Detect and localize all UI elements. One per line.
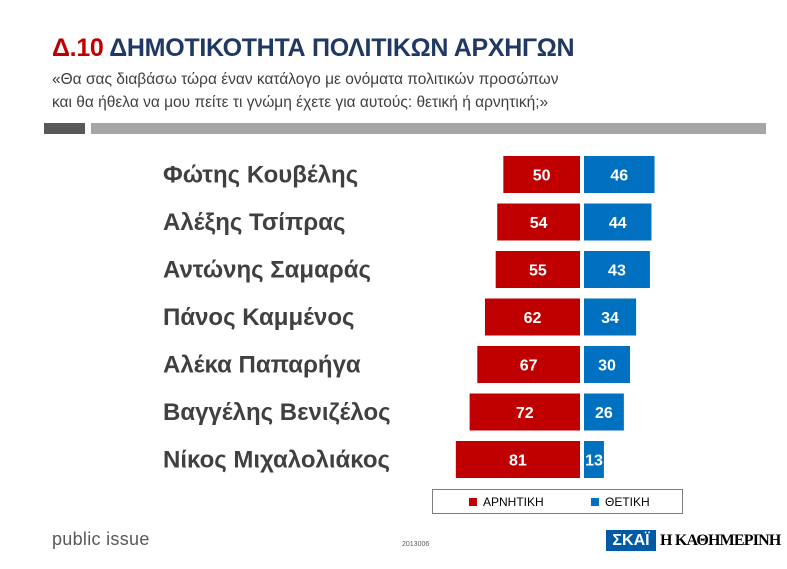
- legend-swatch-positive: [591, 498, 599, 506]
- header-rule-dark: [44, 123, 85, 134]
- category-label: Φώτης Κουβέλης: [163, 162, 358, 189]
- category-label: Πάνος Καμμένος: [163, 304, 354, 331]
- kathimerini-logo: Η ΚΑΘΗΜΕΡΙΝΗ: [660, 532, 781, 549]
- legend-swatch-negative: [469, 498, 477, 506]
- category-label: Νίκος Μιχαλολιάκος: [163, 447, 390, 474]
- legend-label-positive: ΘΕΤΙΚΗ: [605, 495, 650, 509]
- value-label-negative: 55: [529, 263, 547, 280]
- value-label-negative: 67: [520, 358, 538, 375]
- subtitle-line-1: «Θα σας διαβάσω τώρα έναν κατάλογο με ον…: [52, 71, 559, 88]
- bar-negative: [497, 203, 580, 241]
- bar-positive: [584, 156, 655, 193]
- subtitle-line-2: και θα ήθελα να μου πείτε τι γνώμη έχετε…: [52, 94, 549, 111]
- legend-item-negative: ΑΡΝΗΤΙΚΗ: [469, 495, 544, 509]
- public-issue-logo: public issue: [52, 529, 150, 549]
- value-label-negative: 72: [516, 405, 534, 422]
- bar-negative: [469, 393, 580, 431]
- category-label: Αλέκα Παπαρήγα: [163, 352, 361, 379]
- bar-negative: [455, 441, 580, 478]
- value-label-positive: 30: [598, 358, 616, 375]
- legend: ΑΡΝΗΤΙΚΗ ΘΕΤΙΚΗ: [432, 489, 683, 514]
- header-rule-light: [91, 123, 766, 134]
- bar-negative: [503, 156, 580, 193]
- bar-negative: [495, 251, 580, 288]
- bar-positive: [584, 251, 650, 288]
- value-label-positive: 44: [609, 215, 627, 232]
- legend-item-positive: ΘΕΤΙΚΗ: [591, 495, 650, 509]
- chart-subtitle: «Θα σας διαβάσω τώρα έναν κατάλογο με ον…: [52, 68, 752, 114]
- bar-positive: [584, 298, 637, 336]
- bar-negative: [484, 298, 580, 336]
- category-label: Βαγγέλης Βενιζέλος: [163, 399, 391, 426]
- bar-positive: [584, 346, 630, 383]
- value-label-negative: 81: [509, 453, 527, 470]
- value-label-positive: 46: [610, 168, 628, 185]
- legend-label-negative: ΑΡΝΗΤΙΚΗ: [483, 495, 544, 509]
- value-label-negative: 50: [533, 168, 551, 185]
- value-label-negative: 62: [524, 310, 542, 327]
- value-label-negative: 54: [530, 215, 548, 232]
- survey-code: 2013006: [402, 541, 430, 548]
- value-label-positive: 43: [608, 263, 626, 280]
- bar-positive: [584, 441, 604, 478]
- bar-positive: [584, 393, 624, 431]
- skai-logo: ΣΚΑΪ: [606, 530, 656, 551]
- value-label-positive: 13: [585, 453, 603, 470]
- value-label-positive: 34: [601, 310, 619, 327]
- question-code: Δ.10: [52, 34, 104, 62]
- title-text: ΔΗΜΟΤΙΚΟΤΗΤΑ ΠΟΛΙΤΙΚΩΝ ΑΡΧΗΓΩΝ: [109, 34, 575, 62]
- chart-title: Δ.10 ΔΗΜΟΤΙΚΟΤΗΤΑ ΠΟΛΙΤΙΚΩΝ ΑΡΧΗΓΩΝ: [52, 34, 575, 63]
- category-label: Αλέξης Τσίπρας: [163, 209, 345, 236]
- value-label-positive: 26: [595, 405, 613, 422]
- bar-negative: [477, 346, 580, 383]
- bar-positive: [584, 203, 652, 241]
- category-label: Αντώνης Σαμαράς: [163, 257, 371, 284]
